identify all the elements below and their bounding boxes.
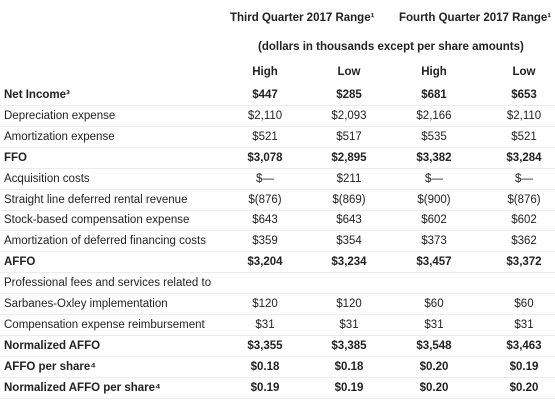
cell-value: $3,463: [506, 339, 542, 352]
table-row: FFO $3,078 $2,895 $3,382 $3,284: [0, 148, 555, 169]
table-row: Amortization of deferred financing costs…: [0, 231, 555, 253]
table-row: Normalized AFFO $3,355 $3,385 $3,548 $3,463: [0, 336, 555, 357]
row-label: Normalized AFFO: [4, 339, 101, 352]
group-title: Fourth Quarter 2017 Range¹: [399, 12, 552, 24]
cell-value: $(869): [332, 193, 366, 206]
cell-value: $(876): [507, 193, 541, 206]
cell-value: $3,548: [416, 339, 452, 352]
cell-value: $0.19: [250, 381, 280, 394]
table-row: Depreciation expense $2,110 $2,093 $2,166 $2…: [0, 106, 555, 127]
cell-value: $447: [252, 89, 278, 101]
cell-value: $2,895: [331, 151, 367, 164]
column-header: Low: [512, 66, 536, 78]
cell-value: $653: [511, 89, 537, 101]
cell-value: $0.20: [509, 381, 539, 394]
table-row: Stock-based compensation expense $643 $643…: [0, 210, 555, 232]
cell-value: $2,093: [331, 109, 367, 122]
cell-value: $0.18: [250, 360, 280, 373]
cell-value: $2,110: [247, 109, 283, 122]
row-label: AFFO: [4, 256, 36, 269]
cell-value: $643: [252, 214, 278, 227]
row-label: Net Income³: [4, 89, 70, 101]
column-header: Low: [337, 66, 361, 78]
cell-value: $31: [424, 318, 444, 331]
row-label: Straight line deferred rental revenue: [4, 193, 188, 206]
cell-value: $31: [339, 318, 359, 331]
cell-value: $3,204: [247, 256, 283, 269]
cell-value: $31: [255, 318, 275, 331]
cell-value: $681: [421, 89, 447, 101]
cell-value: $0.19: [334, 381, 364, 394]
cell-value: $(900): [417, 193, 451, 206]
table-row: Compensation expense reimbursement $31 $31…: [0, 315, 555, 336]
row-label: FFO: [4, 151, 27, 164]
subtitle: (dollars in thousands except per share a…: [258, 41, 524, 53]
table-row: Professional fees and services related t…: [0, 273, 555, 295]
cell-value: $359: [252, 235, 278, 248]
table-row: Straight line deferred rental revenue $(8…: [0, 190, 555, 211]
cell-value: $3,385: [331, 339, 367, 352]
cell-value: $0.19: [509, 360, 539, 373]
cell-value: $3,372: [506, 256, 542, 269]
table-row: Amortization expense $521 $517 $535 $521: [0, 127, 555, 148]
row-label: Amortization expense: [4, 130, 115, 143]
cell-value: $120: [336, 298, 362, 310]
cell-value: $602: [511, 214, 537, 227]
cell-value: $3,234: [331, 256, 367, 269]
row-label: Depreciation expense: [4, 109, 116, 122]
table-row: AFFO per share⁴ $0.18 $0.18 $0.20 $0.19: [0, 357, 555, 378]
row-label: AFFO per share⁴: [4, 360, 96, 373]
cell-value: $0.20: [419, 381, 449, 394]
table-row: AFFO $3,204 $3,234 $3,457 $3,372: [0, 252, 555, 274]
cell-value: $521: [252, 130, 278, 143]
cell-value: $3,078: [247, 151, 283, 164]
cell-value: $3,284: [506, 151, 542, 164]
cell-value: $3,457: [416, 256, 452, 269]
cell-value: $643: [336, 214, 362, 227]
row-label: Normalized AFFO per share⁴: [4, 381, 161, 394]
table-row: Net Income³ $447 $285 $681 $653: [0, 85, 555, 106]
cell-value: $0.18: [334, 360, 364, 373]
row-label: Acquisition costs: [4, 172, 90, 185]
cell-value: $120: [252, 298, 278, 310]
column-header: High: [252, 66, 278, 78]
cell-value: $—: [256, 172, 274, 185]
cell-value: $602: [421, 214, 447, 227]
cell-value: $535: [421, 130, 447, 143]
row-label: Amortization of deferred financing costs: [4, 235, 206, 248]
cell-value: $521: [511, 130, 537, 143]
cell-value: $0.20: [419, 360, 449, 373]
cell-value: $3,382: [416, 151, 452, 164]
cell-value: $3,355: [247, 339, 283, 352]
cell-value: $(876): [248, 193, 282, 206]
cell-value: $—: [515, 172, 533, 185]
cell-value: $2,166: [416, 109, 452, 122]
cell-value: $362: [511, 235, 537, 248]
cell-value: $—: [425, 172, 443, 185]
table-row: Acquisition costs $— $211 $— $—: [0, 169, 555, 190]
table-row: Normalized AFFO per share⁴ $0.19 $0.19 $0.2…: [0, 378, 555, 399]
cell-value: $354: [336, 235, 362, 248]
row-label: Stock-based compensation expense: [4, 214, 190, 227]
cell-value: $2,110: [506, 109, 542, 122]
row-label: Compensation expense reimbursement: [4, 318, 205, 331]
cell-value: $211: [336, 172, 362, 185]
table-row: Sarbanes-Oxley implementation $120 $120 $60…: [0, 294, 555, 315]
cell-value: $285: [336, 89, 362, 101]
cell-value: $60: [424, 298, 444, 310]
cell-value: $373: [421, 235, 447, 248]
row-label: Sarbanes-Oxley implementation: [4, 298, 168, 310]
cell-value: $517: [336, 130, 362, 143]
column-header: High: [421, 66, 447, 78]
group-title: Third Quarter 2017 Range¹: [230, 12, 375, 24]
row-label: Professional fees and services related t…: [4, 277, 212, 290]
cell-value: $31: [514, 318, 534, 331]
cell-value: $60: [514, 298, 534, 310]
